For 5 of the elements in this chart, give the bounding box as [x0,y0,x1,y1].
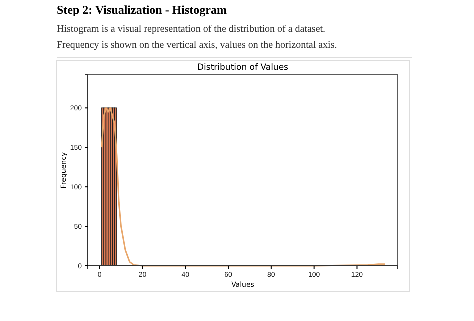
text: Frequency is shown on the vertical axis, values on the horizontal axis. [57,40,338,51]
line-series [101,107,386,267]
chart-title: Distribution of Values [198,63,290,73]
text: Histogram is a visual representation of the distribution of a dataset. [57,24,326,35]
text: Step 2: Visualization - Histogram [57,3,227,17]
